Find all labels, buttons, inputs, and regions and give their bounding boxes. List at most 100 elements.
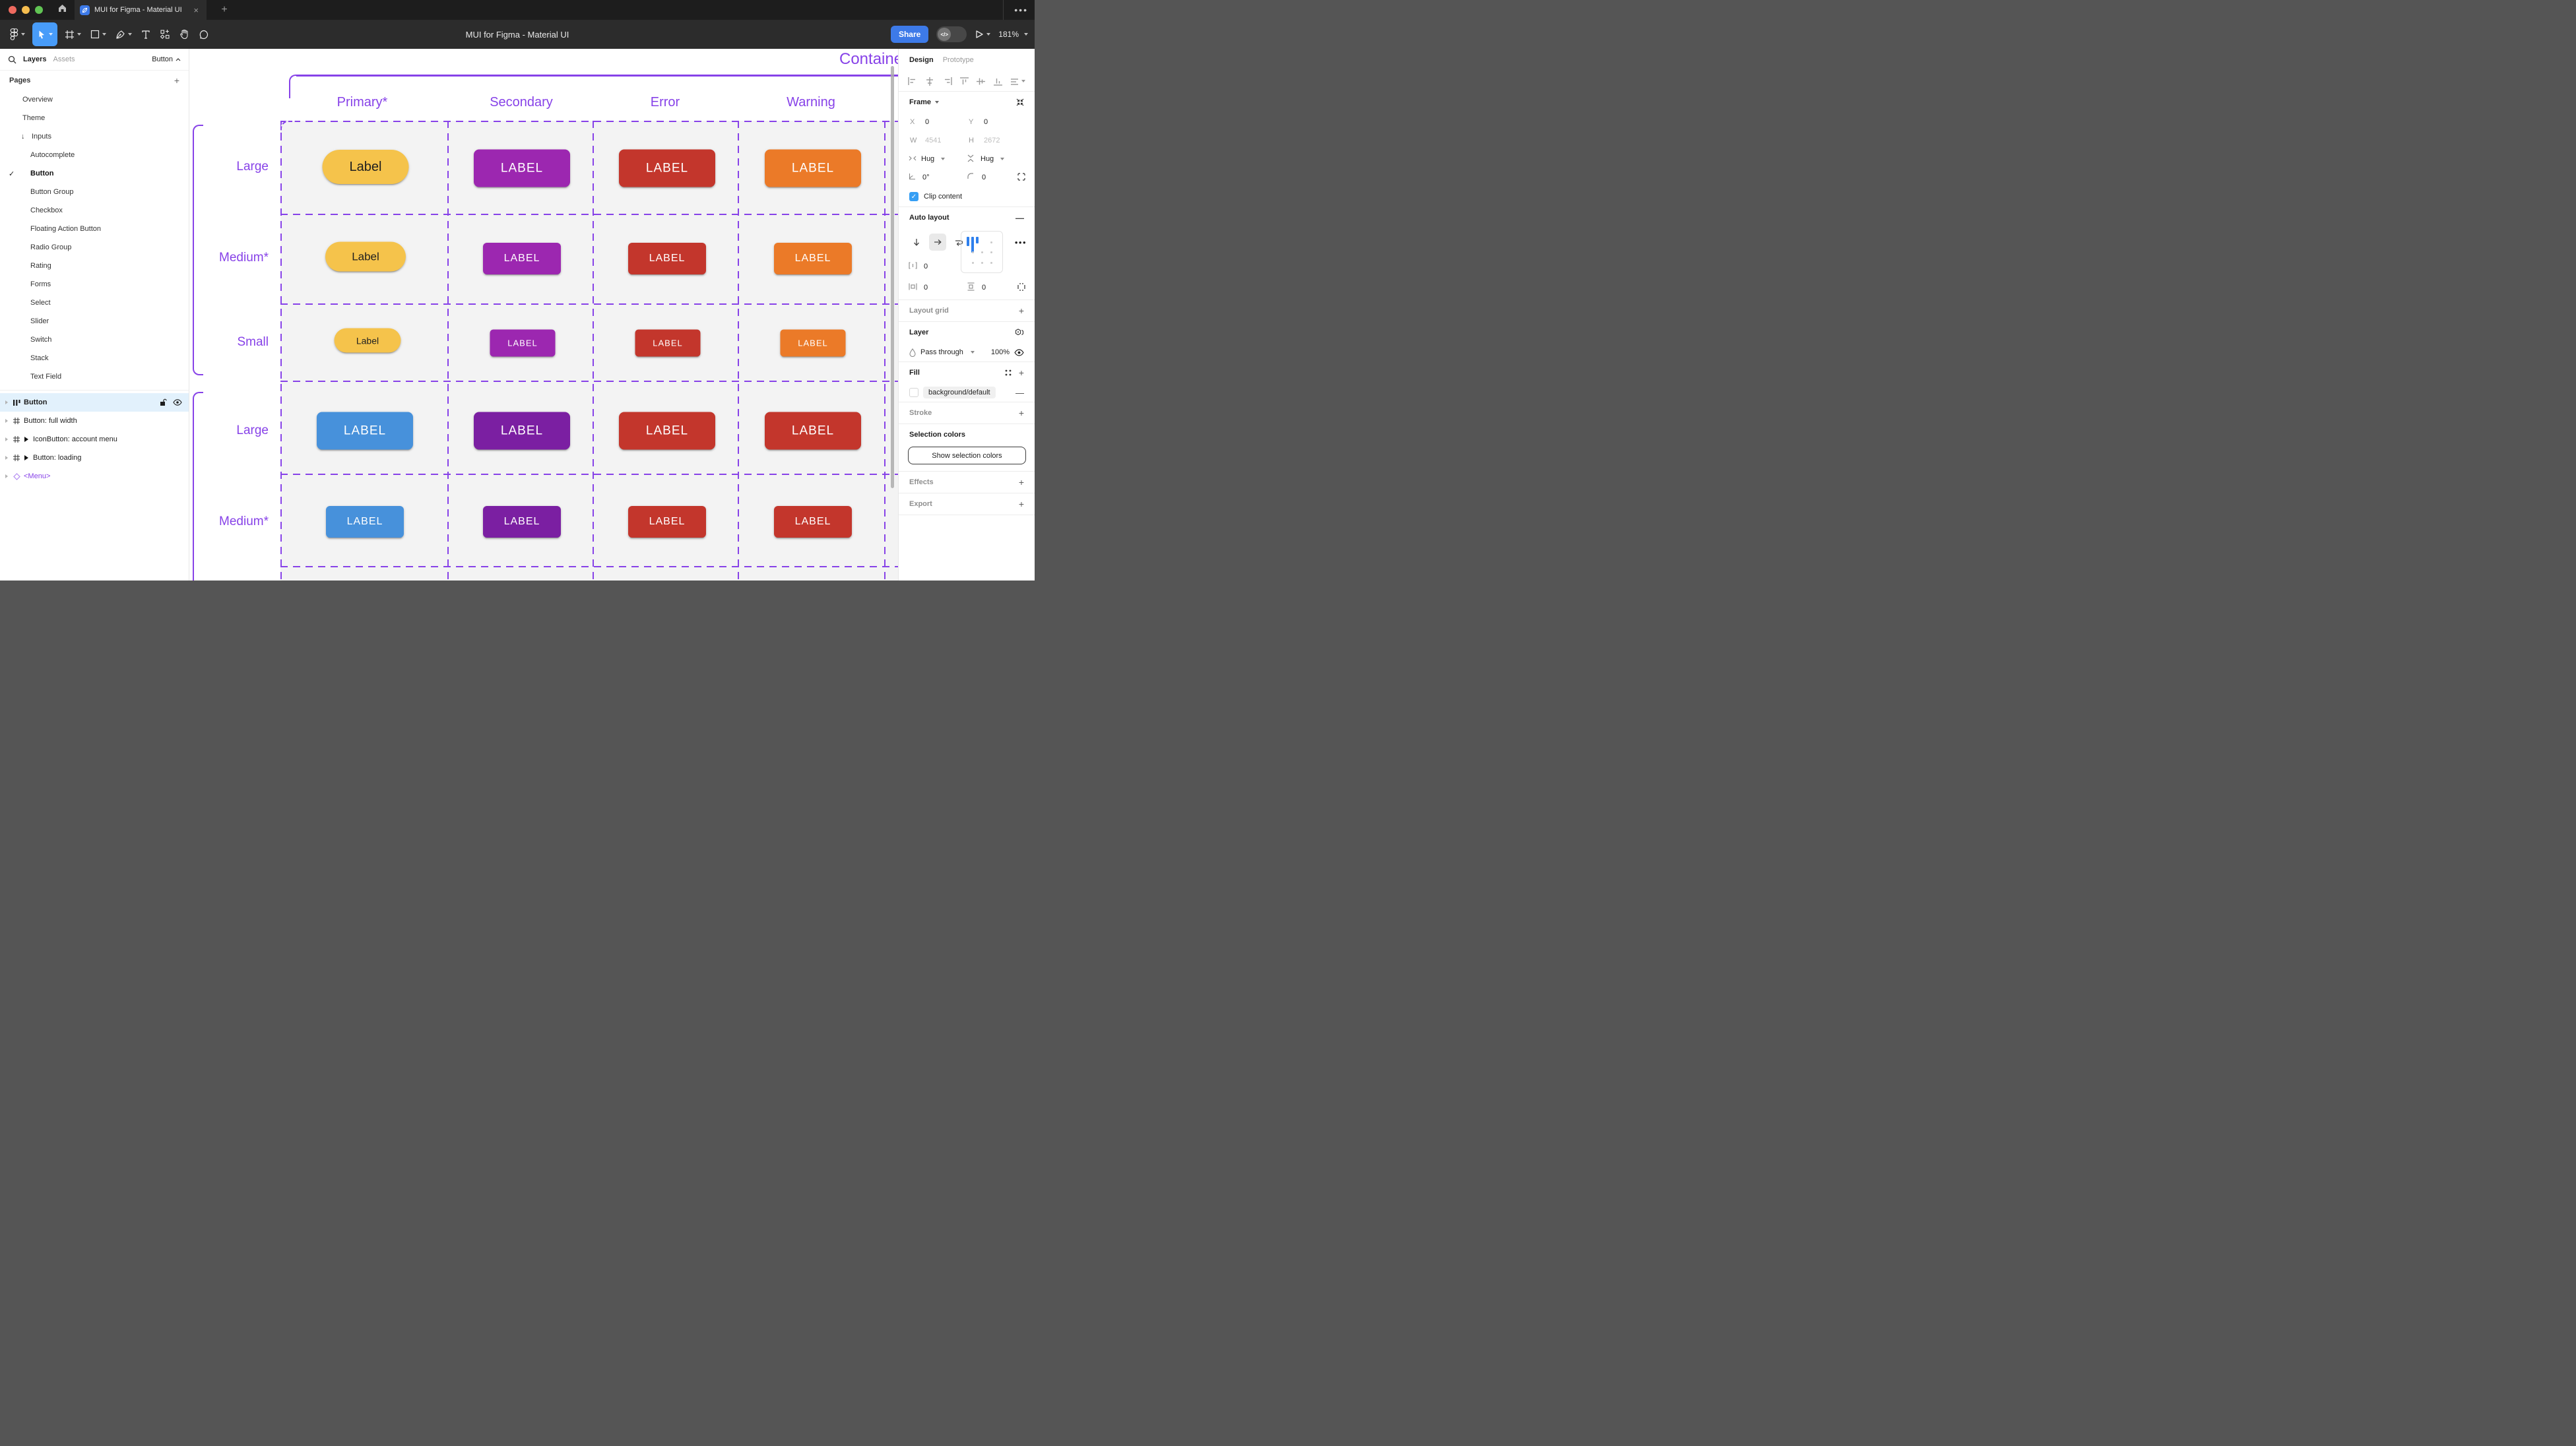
layer-row-button-full-width[interactable]: Button: full width	[0, 412, 189, 430]
horizontal-padding-input[interactable]: 0	[924, 284, 928, 292]
sample-button[interactable]: LABEL	[483, 243, 561, 274]
page-item-theme[interactable]: Theme	[22, 114, 46, 122]
height-input[interactable]: 2672	[984, 137, 1000, 144]
sample-button[interactable]: LABEL	[326, 506, 404, 538]
remove-fill-button[interactable]: —	[1015, 387, 1024, 398]
layer-row-iconbutton-account-menu[interactable]: IconButton: account menu	[0, 430, 189, 449]
sample-button[interactable]: LABEL	[774, 506, 852, 538]
search-icon[interactable]	[8, 55, 16, 64]
tab-layers[interactable]: Layers	[23, 55, 47, 63]
tab-close-icon[interactable]: ×	[193, 5, 199, 15]
opacity-input[interactable]: 100%	[990, 348, 1010, 356]
present-button[interactable]	[975, 30, 991, 39]
rotation-input[interactable]: 0°	[922, 173, 930, 181]
expand-chevron-icon[interactable]	[5, 437, 8, 441]
add-layout-grid-button[interactable]: +	[1018, 305, 1024, 316]
sample-button[interactable]: Label	[322, 150, 409, 184]
canvas-scrollbar[interactable]	[891, 66, 894, 488]
hug-horizontal-select[interactable]: Hug	[921, 155, 935, 163]
page-item-fab[interactable]: Floating Action Button	[30, 225, 102, 233]
file-tab[interactable]: MUI for Figma - Material UI ×	[75, 0, 207, 20]
alignment-box[interactable]	[961, 231, 1003, 273]
align-bottom-icon[interactable]	[993, 77, 1002, 86]
independent-corners-icon[interactable]	[1017, 172, 1025, 183]
remove-auto-layout-button[interactable]: —	[1015, 212, 1024, 223]
page-item-radio-group[interactable]: Radio Group	[30, 243, 72, 251]
collapse-frame-icon[interactable]	[1016, 98, 1024, 106]
align-left-icon[interactable]	[908, 77, 917, 85]
width-input[interactable]: 4541	[925, 137, 942, 144]
checkbox-checked-icon[interactable]: ✓	[909, 192, 918, 201]
actions-tool-button[interactable]	[155, 22, 175, 46]
expand-chevron-icon[interactable]	[5, 474, 8, 478]
fill-color-swatch[interactable]	[909, 388, 918, 397]
pen-tool-button[interactable]	[111, 22, 137, 46]
visible-eye-icon[interactable]	[173, 399, 182, 406]
x-input[interactable]: 0	[925, 118, 930, 126]
page-item-button[interactable]: ✓ Button	[9, 170, 54, 178]
sample-button[interactable]: LABEL	[780, 329, 846, 357]
tab-prototype[interactable]: Prototype	[942, 56, 974, 64]
add-effect-button[interactable]: +	[1018, 477, 1024, 487]
comment-tool-button[interactable]	[194, 22, 213, 46]
blend-mode-select[interactable]: Pass through	[920, 348, 963, 356]
align-top-icon[interactable]	[959, 77, 969, 86]
page-item-select[interactable]: Select	[30, 299, 51, 307]
tab-design[interactable]: Design	[909, 56, 934, 64]
add-page-button[interactable]: +	[174, 75, 179, 86]
sample-button[interactable]: Label	[334, 328, 401, 353]
sample-button[interactable]: LABEL	[474, 149, 570, 187]
page-item-inputs[interactable]: ↓ Inputs	[21, 133, 51, 141]
sample-button[interactable]: Label	[325, 241, 406, 272]
add-export-button[interactable]: +	[1018, 499, 1024, 509]
expand-chevron-icon[interactable]	[5, 400, 8, 404]
text-tool-button[interactable]	[137, 22, 155, 46]
flow-vertical-button[interactable]	[908, 234, 925, 251]
sample-button[interactable]: LABEL	[619, 412, 715, 450]
align-vertical-center-icon[interactable]	[977, 77, 986, 86]
blend-mode-icon[interactable]	[1015, 328, 1024, 337]
page-item-checkbox[interactable]: Checkbox	[30, 206, 63, 214]
align-horizontal-center-icon[interactable]	[925, 77, 934, 86]
corner-radius-input[interactable]: 0	[982, 173, 986, 181]
gap-input[interactable]: 0	[924, 263, 928, 270]
page-item-slider[interactable]: Slider	[30, 317, 49, 325]
flow-wrap-button[interactable]	[950, 234, 967, 251]
distribute-menu[interactable]	[1010, 78, 1025, 85]
layer-row-button-loading[interactable]: Button: loading	[0, 449, 189, 467]
hand-tool-button[interactable]	[175, 22, 194, 46]
sample-button[interactable]: LABEL	[619, 149, 715, 187]
page-item-switch[interactable]: Switch	[30, 336, 52, 344]
sample-button[interactable]: LABEL	[765, 149, 861, 187]
sample-button[interactable]: LABEL	[628, 243, 706, 274]
sample-button[interactable]: LABEL	[774, 243, 852, 274]
minimize-window-button[interactable]	[22, 6, 30, 14]
flow-horizontal-button[interactable]	[929, 234, 946, 251]
frame-section-header[interactable]: Frame	[899, 92, 1035, 113]
main-menu-button[interactable]	[5, 22, 30, 46]
add-fill-button[interactable]: +	[1018, 367, 1024, 378]
canvas-viewport[interactable]: Contained Primary* Secondary Error Warni…	[189, 49, 898, 581]
window-controls[interactable]	[9, 6, 43, 14]
frame-title-label[interactable]: Contained	[839, 50, 898, 68]
expand-chevron-icon[interactable]	[5, 456, 8, 460]
page-item-button-group[interactable]: Button Group	[30, 188, 74, 196]
page-item-stack[interactable]: Stack	[30, 354, 49, 362]
tab-assets[interactable]: Assets	[53, 55, 75, 63]
individual-padding-icon[interactable]	[1017, 282, 1025, 293]
frame-tool-button[interactable]	[60, 22, 86, 46]
hug-vertical-select[interactable]: Hug	[981, 155, 994, 163]
sample-button[interactable]: LABEL	[317, 412, 413, 450]
page-item-forms[interactable]: Forms	[30, 280, 51, 288]
sample-button[interactable]: LABEL	[490, 329, 556, 357]
align-right-icon[interactable]	[943, 77, 952, 85]
vertical-padding-input[interactable]: 0	[982, 284, 986, 292]
show-selection-colors-button[interactable]: Show selection colors	[908, 447, 1026, 464]
layer-row-button[interactable]: Button	[0, 393, 189, 412]
page-item-autocomplete[interactable]: Autocomplete	[30, 151, 75, 159]
new-tab-button[interactable]: +	[221, 4, 228, 15]
sample-button[interactable]: LABEL	[635, 329, 701, 357]
fill-token-chip[interactable]: background/default	[923, 387, 996, 398]
zoom-window-button[interactable]	[35, 6, 43, 14]
page-item-text-field[interactable]: Text Field	[30, 373, 62, 381]
